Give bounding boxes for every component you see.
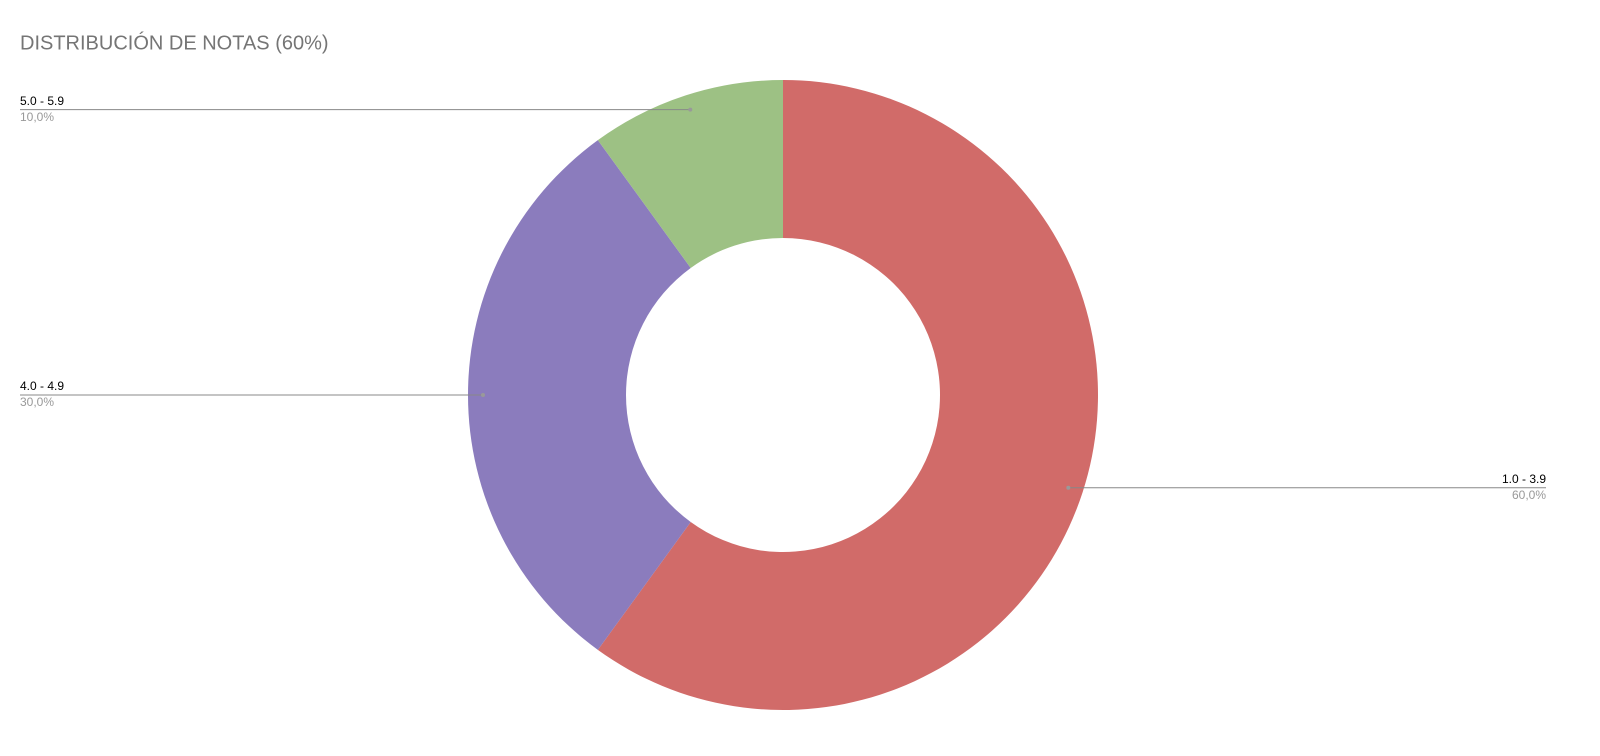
- leader-dot: [688, 107, 693, 112]
- slice-label: 5.0 - 5.9: [20, 94, 64, 108]
- slice-label: 4.0 - 4.9: [20, 379, 64, 393]
- donut-slice: [468, 140, 691, 650]
- donut-slice: [597, 80, 783, 268]
- slice-label: 1.0 - 3.9: [1502, 472, 1546, 486]
- leader-dot: [481, 393, 485, 397]
- leader-dot: [1066, 485, 1071, 490]
- slice-value-label: 10,0%: [20, 110, 54, 124]
- chart-title: DISTRIBUCIÓN DE NOTAS (60%): [20, 31, 329, 54]
- donut-slice: [597, 80, 1099, 710]
- slice-value-label: 60,0%: [1512, 488, 1546, 502]
- slice-value-label: 30,0%: [20, 395, 54, 409]
